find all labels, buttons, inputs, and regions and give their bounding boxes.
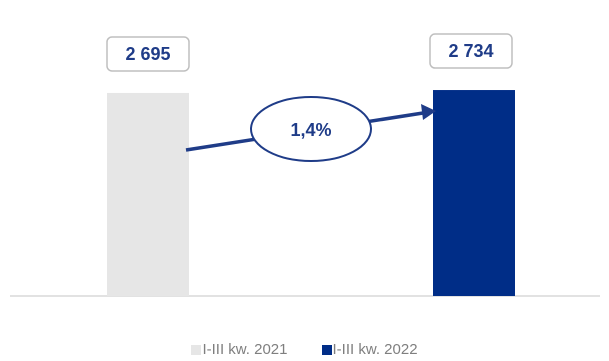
legend-item-2022: I-III kw. 2022 [321, 341, 418, 358]
legend-item-2021: I-III kw. 2021 [191, 341, 288, 358]
legend-label-2021: I-III kw. 2021 [202, 341, 288, 358]
value-label-box-2021 [106, 36, 190, 72]
change-ellipse [250, 96, 372, 162]
legend: I-III kw. 2021 I-III kw. 2022 [0, 341, 609, 358]
legend-swatch-2022 [321, 344, 332, 355]
legend-swatch-2021 [191, 344, 202, 355]
bar-2022 [433, 90, 515, 296]
change-label: 1,4% [290, 120, 331, 140]
value-label-2022: 2 734 [448, 41, 493, 61]
value-label-2021: 2 695 [125, 44, 170, 64]
legend-label-2022: I-III kw. 2022 [332, 341, 418, 358]
value-label-box-2022 [429, 33, 513, 69]
bar-2021 [107, 92, 189, 296]
